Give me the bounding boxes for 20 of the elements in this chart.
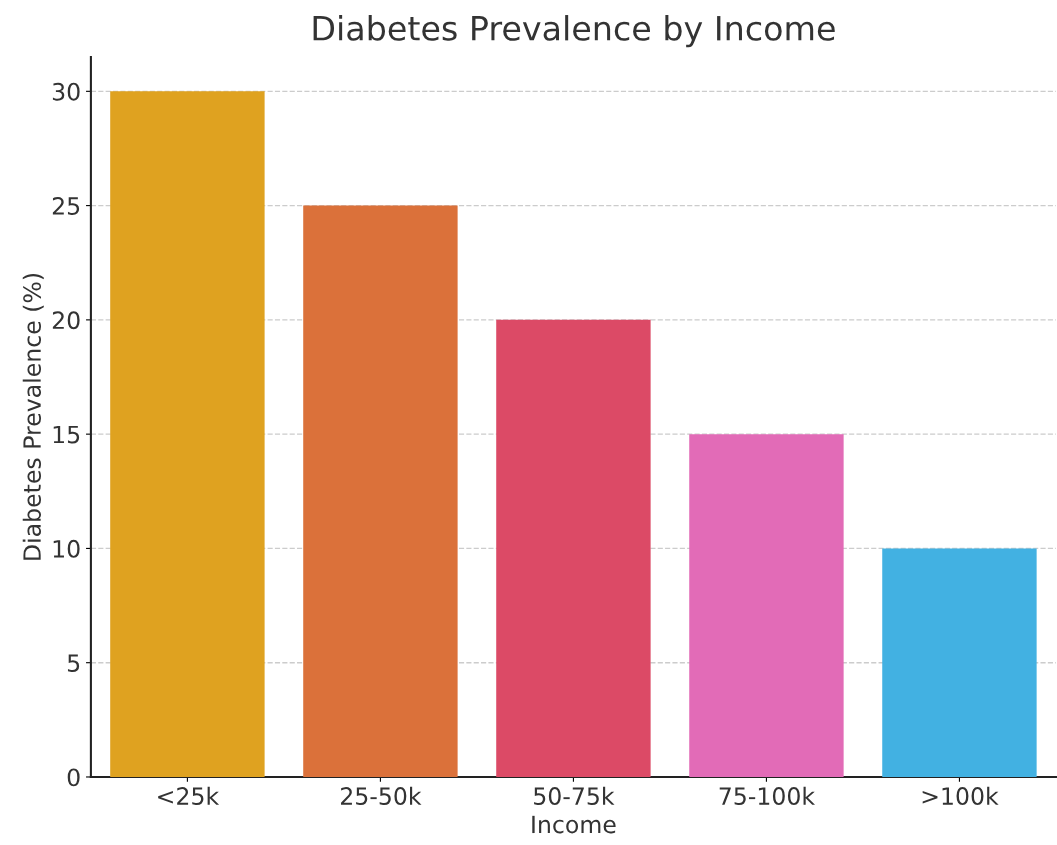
x-tick-label: 75-100k [719, 786, 816, 805]
bar [110, 91, 265, 777]
bar [882, 548, 1037, 777]
bar [496, 319, 651, 777]
chart-title: Diabetes Prevalence by Income [313, 15, 835, 48]
x-tick-label: 50-75k [534, 786, 615, 805]
y-tick-label: 0 [67, 768, 80, 787]
y-tick-label: 15 [53, 425, 80, 444]
x-tick-label: 25-50k [341, 786, 422, 805]
x-tick-label: >100k [922, 786, 999, 805]
y-tick-label: 5 [67, 654, 80, 673]
y-tick-label: 10 [53, 539, 80, 558]
y-tick-label: 20 [52, 311, 80, 330]
x-axis-title: Income [532, 815, 616, 834]
y-tick-label: 25 [52, 197, 80, 215]
x-tick-label: <25k [158, 786, 220, 805]
bar [689, 434, 844, 777]
y-tick-label: 30 [52, 82, 80, 101]
y-axis-title: Diabetes Prevalence (%) [22, 273, 44, 560]
bar [303, 205, 458, 777]
